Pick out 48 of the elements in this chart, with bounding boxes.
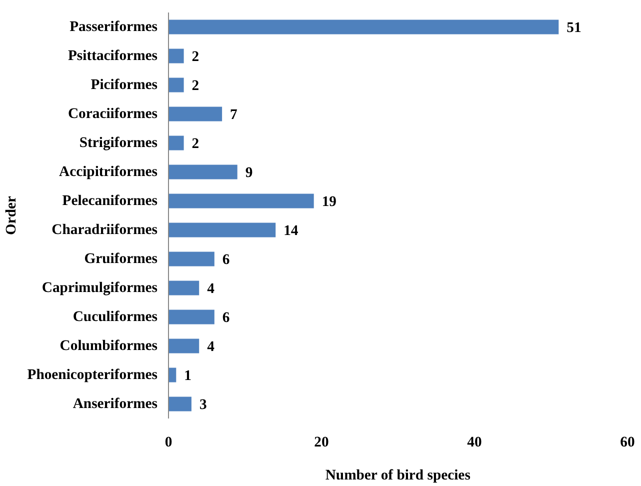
y-tick-label: Piciformes	[90, 77, 158, 93]
bar	[168, 338, 200, 354]
y-tick-label: Caprimulgiformes	[42, 280, 158, 296]
bar	[168, 136, 184, 150]
x-tick-label: 40	[467, 434, 482, 450]
data-label: 9	[245, 165, 253, 181]
bar	[168, 368, 176, 382]
x-tick-label: 20	[314, 434, 329, 450]
y-tick-label: Charadriiformes	[52, 222, 158, 238]
data-label: 2	[192, 49, 200, 65]
y-tick-label: Columbiformes	[60, 338, 158, 354]
data-label: 4	[207, 281, 216, 297]
data-label: 6	[222, 252, 230, 268]
y-tick-label: Phoenicopteriformes	[27, 367, 158, 383]
data-label: 2	[192, 136, 200, 152]
data-label: 4	[207, 339, 216, 355]
data-label: 14	[284, 223, 299, 239]
bar	[168, 252, 214, 266]
y-axis-title: Order	[3, 195, 20, 236]
y-tick-label: Pelecaniformes	[62, 193, 158, 209]
x-tick-label: 60	[620, 434, 635, 450]
bar	[168, 222, 276, 238]
data-label: 6	[222, 310, 230, 326]
y-tick-label: Psittaciformes	[68, 48, 158, 64]
data-label: 1	[184, 368, 192, 384]
y-tick-label: Cuculiformes	[72, 309, 158, 325]
x-axis-title: Number of bird species	[325, 468, 471, 484]
data-label: 3	[199, 397, 207, 413]
y-tick-label: Coraciiformes	[68, 106, 158, 122]
y-tick-label: Accipitriformes	[59, 164, 158, 180]
y-tick-label: Gruiformes	[84, 251, 158, 267]
bar	[168, 194, 314, 208]
bar	[168, 396, 192, 412]
bar	[168, 78, 184, 92]
bar	[168, 310, 214, 324]
x-tick-label: 0	[164, 434, 172, 450]
y-tick-label: Strigiformes	[79, 135, 158, 151]
data-label: 7	[230, 107, 238, 123]
y-tick-label: Anseriformes	[72, 396, 158, 412]
bar	[168, 280, 200, 296]
data-label: 51	[566, 20, 582, 36]
bar	[168, 106, 222, 122]
bar	[168, 20, 559, 34]
bar	[168, 164, 238, 180]
data-label: 2	[192, 78, 200, 94]
bar	[168, 48, 184, 64]
data-label: 19	[322, 194, 337, 210]
y-tick-label: Passeriformes	[70, 19, 158, 35]
